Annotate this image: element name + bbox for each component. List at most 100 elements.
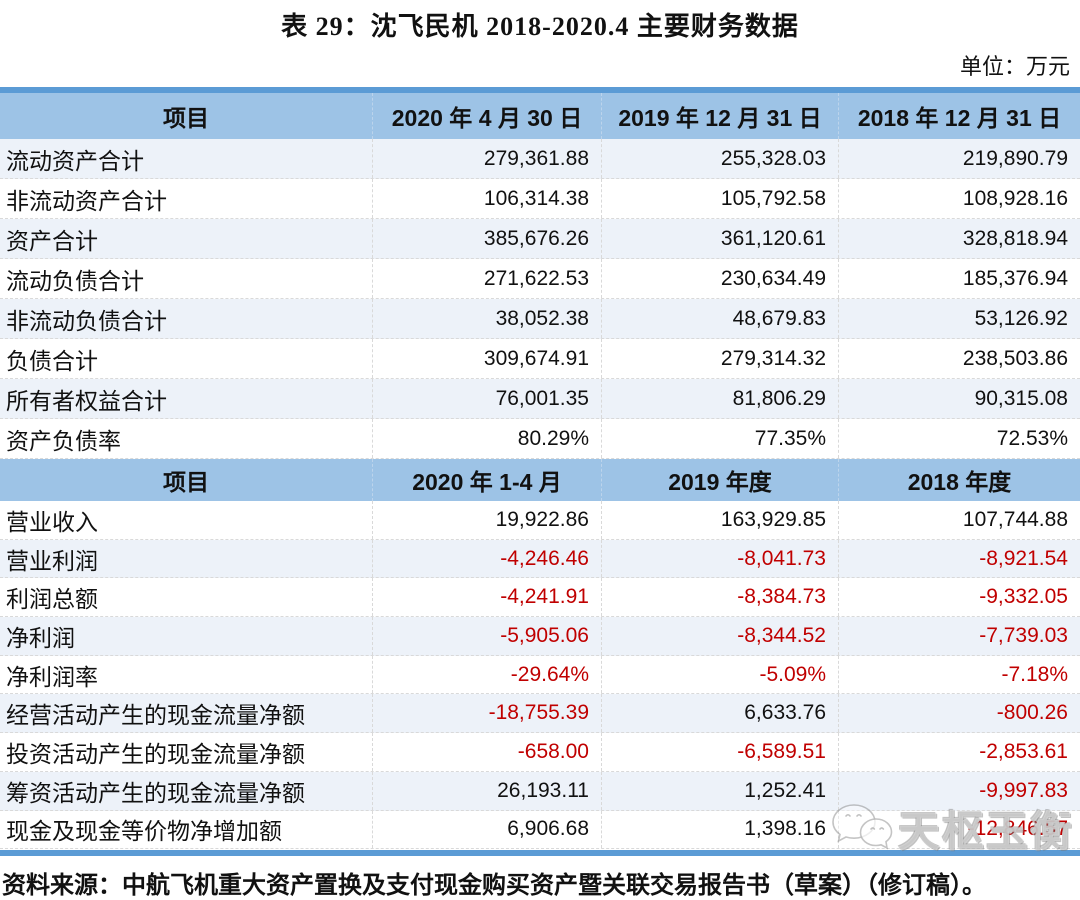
row-value: 309,674.91 (372, 339, 601, 378)
row-label: 现金及现金等价物净增加额 (6, 819, 282, 845)
row-label: 所有者权益合计 (6, 388, 167, 414)
row-value: -658.00 (372, 733, 601, 771)
row-label: 营业利润 (6, 548, 98, 574)
row-value: 1,252.41 (601, 771, 838, 810)
column-header: 2020 年 4 月 30 日 (372, 93, 601, 139)
row-label: 非流动负债合计 (6, 308, 167, 334)
row-label: 经营活动产生的现金流量净额 (6, 703, 305, 729)
table-row: 筹资活动产生的现金流量净额 26,193.11 1,252.41 -9,997.83 (0, 771, 1080, 811)
row-value: 6,906.68 (372, 810, 601, 849)
row-label: 资产负债率 (6, 428, 121, 454)
row-value: 38,052.38 (372, 299, 601, 338)
row-value: -5,905.06 (372, 617, 601, 655)
row-label: 营业收入 (6, 509, 98, 535)
row-value: -800.26 (838, 694, 1080, 733)
row-value: 19,922.86 (372, 501, 601, 539)
table-bottom-rule (0, 850, 1080, 857)
table-row: 净利润 -5,905.06 -8,344.52 -7,739.03 (0, 617, 1080, 656)
row-value: -2,853.61 (838, 733, 1080, 771)
table-row: 经营活动产生的现金流量净额 -18,755.39 6,633.76 -800.26 (0, 694, 1080, 734)
row-value: 26,193.11 (372, 771, 601, 810)
row-value: -4,246.46 (372, 539, 601, 578)
row-value: 279,361.88 (372, 139, 601, 178)
row-value: 271,622.53 (372, 259, 601, 298)
row-value: 279,314.32 (601, 339, 838, 378)
row-label: 净利润率 (6, 664, 98, 690)
row-value: -18,755.39 (372, 694, 601, 733)
table-row: 投资活动产生的现金流量净额 -658.00 -6,589.51 -2,853.61 (0, 733, 1080, 772)
row-label: 负债合计 (6, 348, 98, 374)
row-value: 76,001.35 (372, 379, 601, 418)
row-value: 107,744.88 (838, 501, 1080, 539)
row-value: 6,633.76 (601, 694, 838, 733)
row-value: -6,589.51 (601, 733, 838, 771)
row-value: -8,921.54 (838, 539, 1080, 578)
column-header: 项目 (163, 469, 209, 495)
row-label: 利润总额 (6, 587, 98, 613)
row-label: 流动负债合计 (6, 268, 144, 294)
row-value: -9,332.05 (838, 578, 1080, 617)
unit-label: 单位：万元 (959, 54, 1070, 79)
row-value: -8,041.73 (601, 539, 838, 578)
balance-sheet-header-row: 项目 2020 年 4 月 30 日 2019 年 12 月 31 日 2018… (0, 87, 1080, 139)
row-value: -7.18% (838, 655, 1080, 694)
row-value: 238,503.86 (838, 339, 1080, 378)
row-value: 53,126.92 (838, 299, 1080, 338)
table-row: 营业收入 19,922.86 163,929.85 107,744.88 (0, 501, 1080, 540)
row-value: -7,739.03 (838, 617, 1080, 655)
table-row: 现金及现金等价物净增加额 6,906.68 1,398.16 -12,846.57 (0, 810, 1080, 850)
row-label: 非流动资产合计 (6, 188, 167, 214)
row-value: 105,792.58 (601, 179, 838, 218)
row-value: 1,398.16 (601, 810, 838, 849)
row-value: 163,929.85 (601, 501, 838, 539)
table-row: 净利润率 -29.64% -5.09% -7.18% (0, 655, 1080, 695)
column-header: 2018 年 12 月 31 日 (838, 93, 1080, 139)
table-row: 非流动负债合计 38,052.38 48,679.83 53,126.92 (0, 299, 1080, 339)
row-label: 筹资活动产生的现金流量净额 (6, 780, 305, 806)
row-value: -12,846.57 (838, 810, 1080, 849)
row-value: -29.64% (372, 655, 601, 694)
row-label: 投资活动产生的现金流量净额 (6, 741, 305, 767)
table-row: 营业利润 -4,246.46 -8,041.73 -8,921.54 (0, 539, 1080, 579)
row-value: 361,120.61 (601, 219, 838, 258)
table-row: 流动负债合计 271,622.53 230,634.49 185,376.94 (0, 259, 1080, 299)
table-row: 所有者权益合计 76,001.35 81,806.29 90,315.08 (0, 379, 1080, 419)
column-header: 2018 年度 (838, 459, 1080, 501)
row-value: 185,376.94 (838, 259, 1080, 298)
column-header: 2019 年度 (601, 459, 838, 501)
row-value: 230,634.49 (601, 259, 838, 298)
row-label: 流动资产合计 (6, 148, 144, 174)
row-value: 80.29% (372, 419, 601, 458)
table-title: 表 29：沈飞民机 2018-2020.4 主要财务数据 (281, 12, 799, 41)
table-row: 非流动资产合计 106,314.38 105,792.58 108,928.16 (0, 179, 1080, 219)
row-label: 资产合计 (6, 228, 98, 254)
row-value: 385,676.26 (372, 219, 601, 258)
row-value: 108,928.16 (838, 179, 1080, 218)
source-note: 资料来源：中航飞机重大资产置换及支付现金购买资产暨关联交易报告书（草案）（修订稿… (2, 873, 986, 900)
row-value: 106,314.38 (372, 179, 601, 218)
table-row: 资产合计 385,676.26 361,120.61 328,818.94 (0, 219, 1080, 259)
balance-sheet-rows: 流动资产合计 279,361.88 255,328.03 219,890.79 非流动资… (0, 139, 1080, 459)
financial-table: 项目 2020 年 4 月 30 日 2019 年 12 月 31 日 2018… (0, 87, 1080, 857)
row-value: 90,315.08 (838, 379, 1080, 418)
table-row: 流动资产合计 279,361.88 255,328.03 219,890.79 (0, 139, 1080, 179)
table-row: 负债合计 309,674.91 279,314.32 238,503.86 (0, 339, 1080, 379)
column-header: 2020 年 1-4 月 (372, 459, 601, 501)
row-value: 255,328.03 (601, 139, 838, 178)
row-label: 净利润 (6, 625, 75, 651)
row-value: -8,384.73 (601, 578, 838, 617)
column-header: 项目 (163, 105, 209, 131)
income-statement-rows: 营业收入 19,922.86 163,929.85 107,744.88 营业利润 -4,… (0, 501, 1080, 850)
row-value: -4,241.91 (372, 578, 601, 617)
row-value: 219,890.79 (838, 139, 1080, 178)
row-value: -5.09% (601, 655, 838, 694)
table-row: 资产负债率 80.29% 77.35% 72.53% (0, 419, 1080, 459)
table-row: 利润总额 -4,241.91 -8,384.73 -9,332.05 (0, 578, 1080, 618)
column-header: 2019 年 12 月 31 日 (601, 93, 838, 139)
row-value: 77.35% (601, 419, 838, 458)
row-value: 81,806.29 (601, 379, 838, 418)
row-value: 72.53% (838, 419, 1080, 458)
row-value: -9,997.83 (838, 771, 1080, 810)
row-value: 48,679.83 (601, 299, 838, 338)
income-statement-header-row: 项目 2020 年 1-4 月 2019 年度 2018 年度 (0, 459, 1080, 501)
